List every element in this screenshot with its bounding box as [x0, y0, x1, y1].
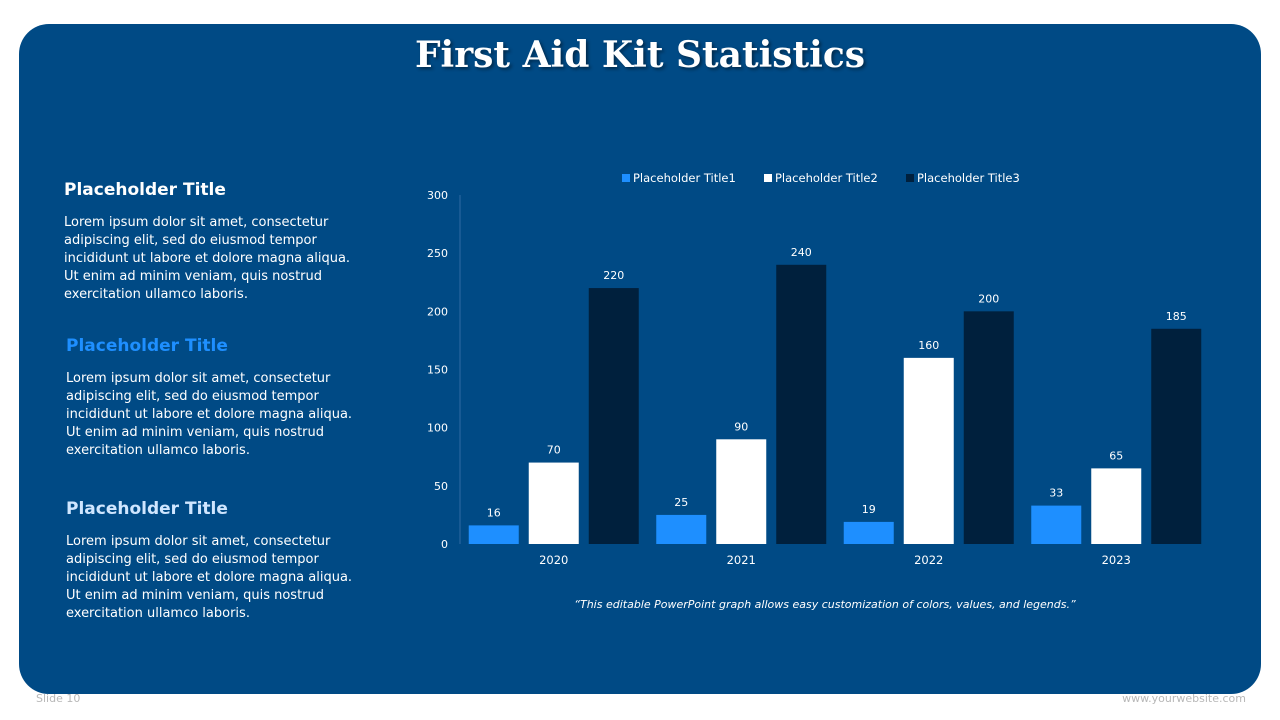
legend-label: Placeholder Title1 — [633, 171, 736, 185]
data-label: 220 — [603, 269, 624, 282]
bar — [528, 462, 579, 544]
data-label: 16 — [487, 506, 501, 519]
slide-number: Slide 10 — [36, 692, 81, 705]
y-tick-label: 250 — [427, 247, 448, 260]
legend-swatch — [906, 174, 914, 182]
data-label: 200 — [978, 292, 999, 305]
text-block-1-title: Placeholder Title — [64, 180, 226, 200]
data-label: 19 — [862, 503, 876, 516]
data-label: 240 — [791, 246, 812, 259]
y-tick-label: 100 — [427, 422, 448, 435]
text-block-3: Placeholder Title Lorem ipsum dolor sit … — [66, 499, 356, 623]
data-label: 25 — [674, 496, 688, 509]
bar — [1091, 468, 1142, 544]
x-tick-label: 2021 — [727, 553, 756, 567]
text-block-3-body: Lorem ipsum dolor sit amet, consectetur … — [66, 534, 353, 621]
website-link[interactable]: www.yourwebsite.com — [1122, 692, 1246, 705]
data-label: 160 — [918, 339, 939, 352]
text-block-1: Placeholder Title Lorem ipsum dolor sit … — [64, 180, 354, 304]
y-tick-label: 150 — [427, 364, 448, 377]
text-block-3-title: Placeholder Title — [66, 499, 228, 519]
legend-label: Placeholder Title2 — [775, 171, 878, 185]
text-block-2-body: Lorem ipsum dolor sit amet, consectetur … — [66, 371, 353, 458]
bar — [588, 288, 639, 544]
y-tick-label: 0 — [441, 538, 448, 551]
data-label: 65 — [1109, 449, 1123, 462]
bar — [716, 439, 767, 544]
x-tick-label: 2023 — [1102, 553, 1131, 567]
legend-swatch — [622, 174, 630, 182]
y-tick-label: 200 — [427, 305, 448, 318]
bar — [1151, 328, 1202, 544]
legend-label: Placeholder Title3 — [917, 171, 1020, 185]
bar — [468, 525, 519, 544]
x-tick-label: 2022 — [914, 553, 943, 567]
text-block-2: Placeholder Title Lorem ipsum dolor sit … — [66, 336, 356, 460]
legend-swatch — [764, 174, 772, 182]
bar — [776, 264, 827, 544]
chart-caption: “This editable PowerPoint graph allows e… — [574, 598, 1076, 611]
bar — [903, 357, 954, 544]
bar — [843, 521, 894, 544]
content-panel — [19, 24, 1261, 694]
slide-title: First Aid Kit Statistics — [414, 34, 866, 76]
text-block-2-title: Placeholder Title — [66, 336, 228, 356]
data-label: 185 — [1166, 310, 1187, 323]
y-tick-label: 300 — [427, 189, 448, 202]
bar-chart: 0 50 100 150 200 250 300 Placeholder Title1 Plac… — [427, 171, 1202, 567]
data-label: 90 — [734, 420, 748, 433]
data-label: 33 — [1049, 487, 1063, 500]
data-label: 70 — [547, 444, 561, 457]
bar — [1031, 505, 1082, 544]
x-tick-label: 2020 — [539, 553, 568, 567]
text-block-1-body: Lorem ipsum dolor sit amet, consectetur … — [64, 215, 351, 302]
y-tick-label: 50 — [434, 480, 448, 493]
bar — [963, 311, 1014, 544]
bar — [656, 514, 707, 544]
